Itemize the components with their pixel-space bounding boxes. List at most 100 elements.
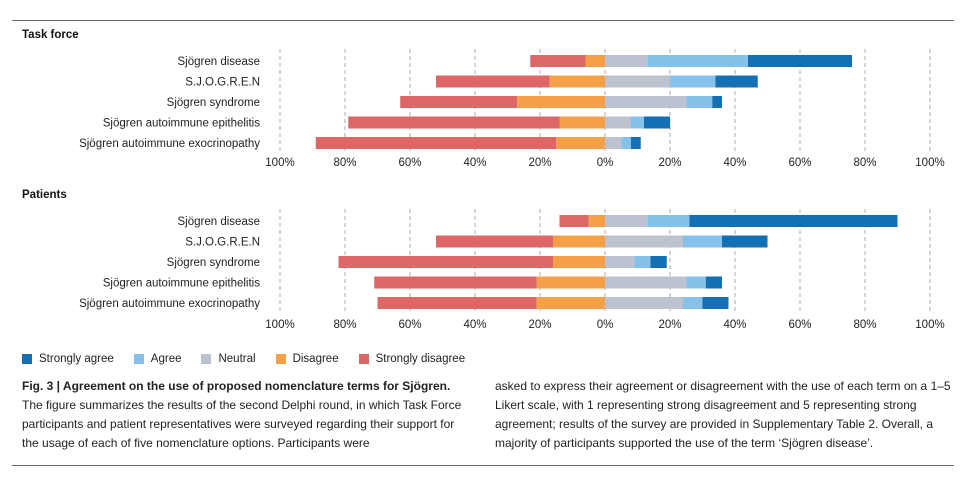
bar-disagree xyxy=(556,137,605,149)
x-tick-label: 40% xyxy=(463,157,486,169)
bar-neutral xyxy=(605,116,631,129)
bar-strongly-disagree xyxy=(436,75,550,88)
x-tick-label: 40% xyxy=(723,157,746,169)
top-rule xyxy=(12,20,954,21)
x-tick-label: 20% xyxy=(528,319,551,331)
bar-strongly-disagree xyxy=(315,137,557,149)
legend-swatch-neutral xyxy=(201,354,212,364)
bar-agree xyxy=(683,297,703,309)
bar-neutral xyxy=(605,137,622,149)
likert-chart: Task force 100% 80% 60% 40% 20% 0% 20% 40% 60% 80%… xyxy=(22,29,945,331)
bottom-rule xyxy=(12,465,954,466)
bar-strongly-agree xyxy=(650,256,667,268)
category-label: S.J.O.G.R.E.N xyxy=(185,77,260,89)
category-label: Sjögren autoimmune exocrinopathy xyxy=(79,298,260,310)
category-label: Sjögren disease xyxy=(178,216,260,228)
legend-label: Disagree xyxy=(292,353,339,365)
bar-agree xyxy=(647,215,690,227)
x-tick-label: 60% xyxy=(398,319,421,331)
bar-strongly-disagree xyxy=(400,96,518,108)
bar-disagree xyxy=(536,276,605,289)
bar-disagree xyxy=(588,215,605,227)
bar-neutral xyxy=(605,235,683,248)
bar-disagree xyxy=(559,116,605,129)
bar-strongly-agree xyxy=(705,276,722,289)
x-tick-label: 20% xyxy=(658,319,681,331)
x-tick-label: 80% xyxy=(853,157,876,169)
bar-agree xyxy=(621,137,631,149)
bar-strongly-agree xyxy=(644,116,670,129)
bar-strongly-disagree xyxy=(436,235,553,248)
bar-strongly-agree xyxy=(702,297,729,309)
x-tick-label: 60% xyxy=(788,157,811,169)
legend-label: Agree xyxy=(150,353,182,365)
x-tick-label: 40% xyxy=(463,319,486,331)
caption-left-text: The figure summarizes the results of the… xyxy=(22,398,462,450)
x-tick-label: 0% xyxy=(597,157,614,169)
x-tick-label: 100% xyxy=(915,157,944,169)
x-tick-label: 40% xyxy=(723,319,746,331)
bar-neutral xyxy=(605,96,687,108)
x-tick-label: 100% xyxy=(265,157,294,169)
legend-item-strongly-agree: Strongly agree xyxy=(22,353,114,365)
category-label: Sjögren autoimmune exocrinopathy xyxy=(79,138,260,150)
bar-disagree xyxy=(553,235,605,248)
bar-disagree xyxy=(517,96,605,108)
panel-title: Patients xyxy=(22,189,67,201)
chart-legend: Strongly agree Agree Neutral Disagree St… xyxy=(22,353,485,365)
x-tick-label: 0% xyxy=(597,319,614,331)
bar-neutral xyxy=(605,276,687,289)
bar-neutral xyxy=(605,55,648,67)
category-label: Sjögren autoimmune epithelitis xyxy=(103,278,261,290)
x-tick-label: 20% xyxy=(528,157,551,169)
bar-agree xyxy=(686,96,713,108)
x-tick-label: 100% xyxy=(265,319,294,331)
bar-neutral xyxy=(605,297,683,309)
caption-title: Fig. 3 | Agreement on the use of propose… xyxy=(22,379,451,393)
bar-strongly-disagree xyxy=(559,215,589,227)
bar-neutral xyxy=(605,75,670,88)
bar-agree xyxy=(647,55,748,67)
bar-neutral xyxy=(605,215,648,227)
legend-item-disagree: Disagree xyxy=(275,353,339,365)
category-label: Sjögren syndrome xyxy=(167,257,260,269)
bar-disagree xyxy=(549,75,605,88)
category-label: Sjögren syndrome xyxy=(167,97,260,109)
bar-strongly-agree xyxy=(631,137,641,149)
bar-strongly-disagree xyxy=(530,55,586,67)
bar-agree xyxy=(683,235,722,248)
bar-agree xyxy=(634,256,651,268)
legend-swatch-disagree xyxy=(275,354,286,364)
bar-agree xyxy=(686,276,706,289)
caption-left-column: Fig. 3 | Agreement on the use of propose… xyxy=(22,377,462,453)
x-tick-label: 80% xyxy=(333,157,356,169)
panel-patients: Patients 100% 80% 60% 40% 20% 0% 20% 40% 60% 80% 10… xyxy=(22,189,945,331)
legend-item-neutral: Neutral xyxy=(201,353,256,365)
x-tick-label: 20% xyxy=(658,157,681,169)
legend-item-agree: Agree xyxy=(133,353,182,365)
bar-disagree xyxy=(536,297,605,309)
x-tick-label: 60% xyxy=(398,157,421,169)
bar-strongly-disagree xyxy=(338,256,553,268)
bar-strongly-disagree xyxy=(374,276,537,289)
bar-agree xyxy=(631,116,644,129)
bar-disagree xyxy=(585,55,605,67)
x-tick-label: 80% xyxy=(853,319,876,331)
legend-label: Strongly disagree xyxy=(375,353,466,365)
panel-task-force: Task force 100% 80% 60% 40% 20% 0% 20% 40% 60% 80%… xyxy=(22,29,945,169)
legend-item-strongly-disagree: Strongly disagree xyxy=(358,353,466,365)
legend-swatch-strongly-disagree xyxy=(358,354,369,364)
category-label: Sjögren autoimmune epithelitis xyxy=(103,118,261,130)
category-label: S.J.O.G.R.E.N xyxy=(185,237,260,249)
x-tick-label: 100% xyxy=(915,319,944,331)
bar-strongly-agree xyxy=(748,55,852,67)
legend-swatch-agree xyxy=(133,354,144,364)
bar-strongly-agree xyxy=(722,235,768,248)
category-label: Sjögren disease xyxy=(178,56,260,68)
bar-strongly-agree xyxy=(715,75,758,88)
bar-strongly-disagree xyxy=(377,297,537,309)
bar-disagree xyxy=(553,256,605,268)
bar-neutral xyxy=(605,256,635,268)
x-tick-label: 60% xyxy=(788,319,811,331)
bar-strongly-agree xyxy=(689,215,898,227)
